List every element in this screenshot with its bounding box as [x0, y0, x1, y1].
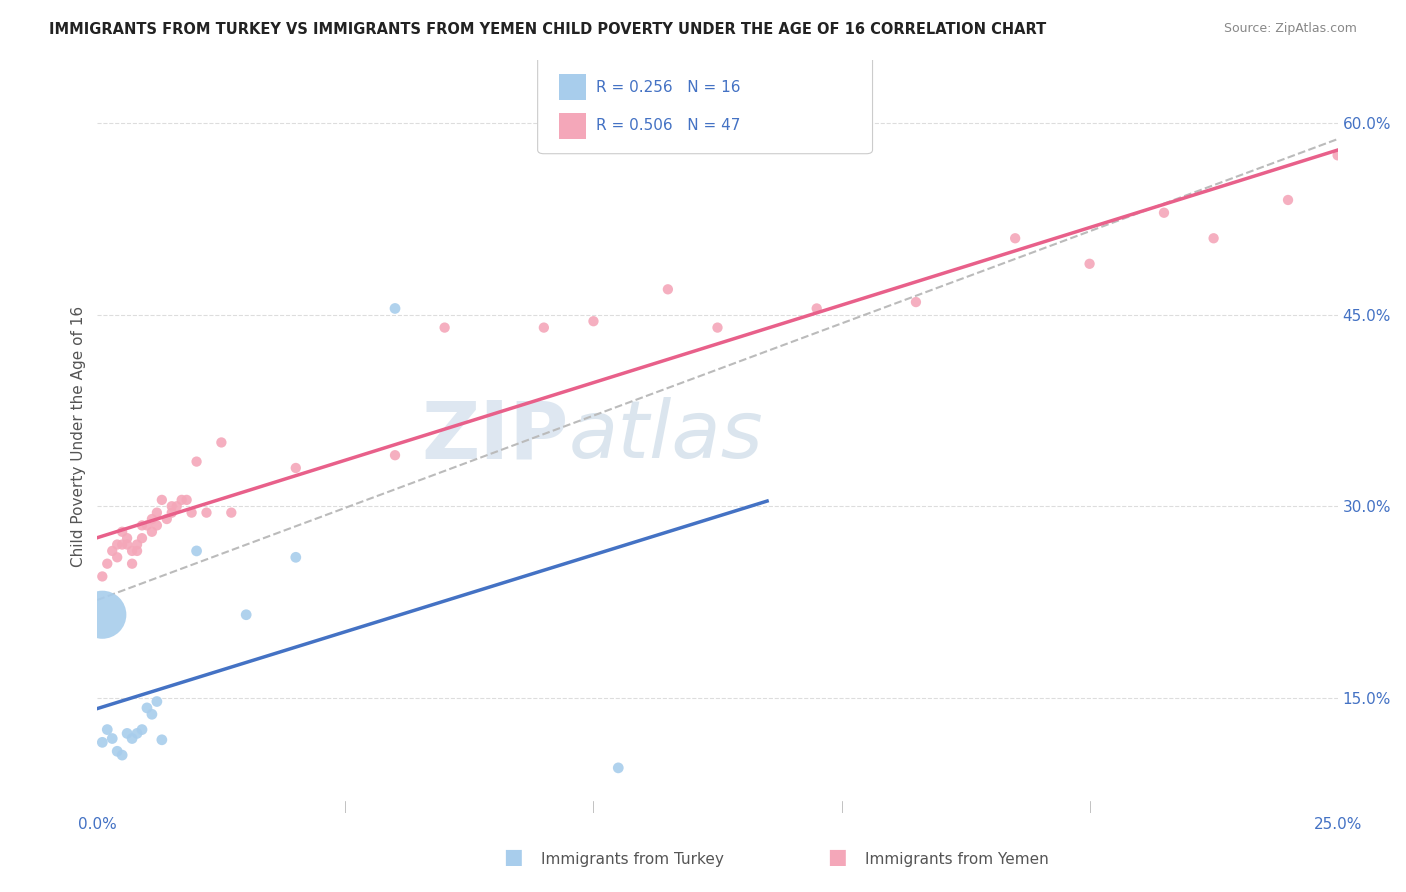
- Point: [141, 512, 163, 526]
- Point: [582, 314, 605, 328]
- Point: [121, 557, 143, 571]
- Point: [91, 569, 114, 583]
- Point: [209, 435, 232, 450]
- Point: [186, 454, 208, 468]
- Point: [170, 492, 193, 507]
- Point: [105, 550, 128, 565]
- Point: [146, 694, 169, 708]
- Point: [125, 726, 148, 740]
- Point: [186, 544, 208, 558]
- Point: [156, 512, 179, 526]
- Text: ■: ■: [503, 847, 523, 867]
- Text: R = 0.506   N = 47: R = 0.506 N = 47: [596, 119, 741, 134]
- Point: [180, 506, 202, 520]
- Point: [166, 500, 188, 514]
- Point: [131, 723, 153, 737]
- Point: [806, 301, 828, 316]
- Text: R = 0.256   N = 16: R = 0.256 N = 16: [596, 79, 741, 95]
- Point: [111, 748, 134, 763]
- Text: Source: ZipAtlas.com: Source: ZipAtlas.com: [1223, 22, 1357, 36]
- Point: [706, 320, 728, 334]
- Text: ZIP: ZIP: [422, 397, 568, 475]
- Point: [111, 524, 134, 539]
- Point: [284, 461, 307, 475]
- Point: [101, 731, 124, 746]
- Point: [433, 320, 456, 334]
- Point: [1326, 148, 1348, 162]
- Point: [121, 544, 143, 558]
- Point: [141, 707, 163, 722]
- Text: IMMIGRANTS FROM TURKEY VS IMMIGRANTS FROM YEMEN CHILD POVERTY UNDER THE AGE OF 1: IMMIGRANTS FROM TURKEY VS IMMIGRANTS FRO…: [49, 22, 1046, 37]
- Point: [121, 731, 143, 746]
- Point: [533, 320, 555, 334]
- Point: [91, 607, 114, 622]
- Point: [105, 537, 128, 551]
- Text: atlas: atlas: [568, 397, 763, 475]
- Point: [96, 557, 118, 571]
- Point: [101, 544, 124, 558]
- Point: [657, 282, 679, 296]
- Point: [115, 726, 138, 740]
- Point: [125, 537, 148, 551]
- Point: [146, 518, 169, 533]
- Point: [384, 301, 406, 316]
- Point: [160, 500, 183, 514]
- Point: [904, 295, 927, 310]
- FancyBboxPatch shape: [558, 74, 586, 100]
- FancyBboxPatch shape: [537, 56, 873, 153]
- Point: [131, 518, 153, 533]
- Point: [115, 531, 138, 545]
- Point: [150, 492, 173, 507]
- Text: Immigrants from Turkey: Immigrants from Turkey: [541, 852, 724, 867]
- Point: [221, 506, 243, 520]
- Point: [141, 524, 163, 539]
- Point: [136, 518, 159, 533]
- Y-axis label: Child Poverty Under the Age of 16: Child Poverty Under the Age of 16: [72, 305, 86, 566]
- Point: [384, 448, 406, 462]
- Text: ■: ■: [827, 847, 846, 867]
- Point: [96, 723, 118, 737]
- Text: Immigrants from Yemen: Immigrants from Yemen: [865, 852, 1049, 867]
- Point: [160, 506, 183, 520]
- Point: [1153, 205, 1175, 219]
- Point: [150, 732, 173, 747]
- Point: [111, 537, 134, 551]
- Point: [284, 550, 307, 565]
- Point: [131, 531, 153, 545]
- Point: [146, 506, 169, 520]
- Point: [1004, 231, 1026, 245]
- Point: [176, 492, 198, 507]
- Point: [105, 744, 128, 758]
- Point: [1078, 257, 1101, 271]
- Point: [1277, 193, 1299, 207]
- Point: [607, 761, 630, 775]
- FancyBboxPatch shape: [558, 112, 586, 139]
- Point: [115, 537, 138, 551]
- Point: [1202, 231, 1225, 245]
- Point: [125, 544, 148, 558]
- Point: [91, 735, 114, 749]
- Point: [136, 701, 159, 715]
- Point: [195, 506, 218, 520]
- Point: [235, 607, 257, 622]
